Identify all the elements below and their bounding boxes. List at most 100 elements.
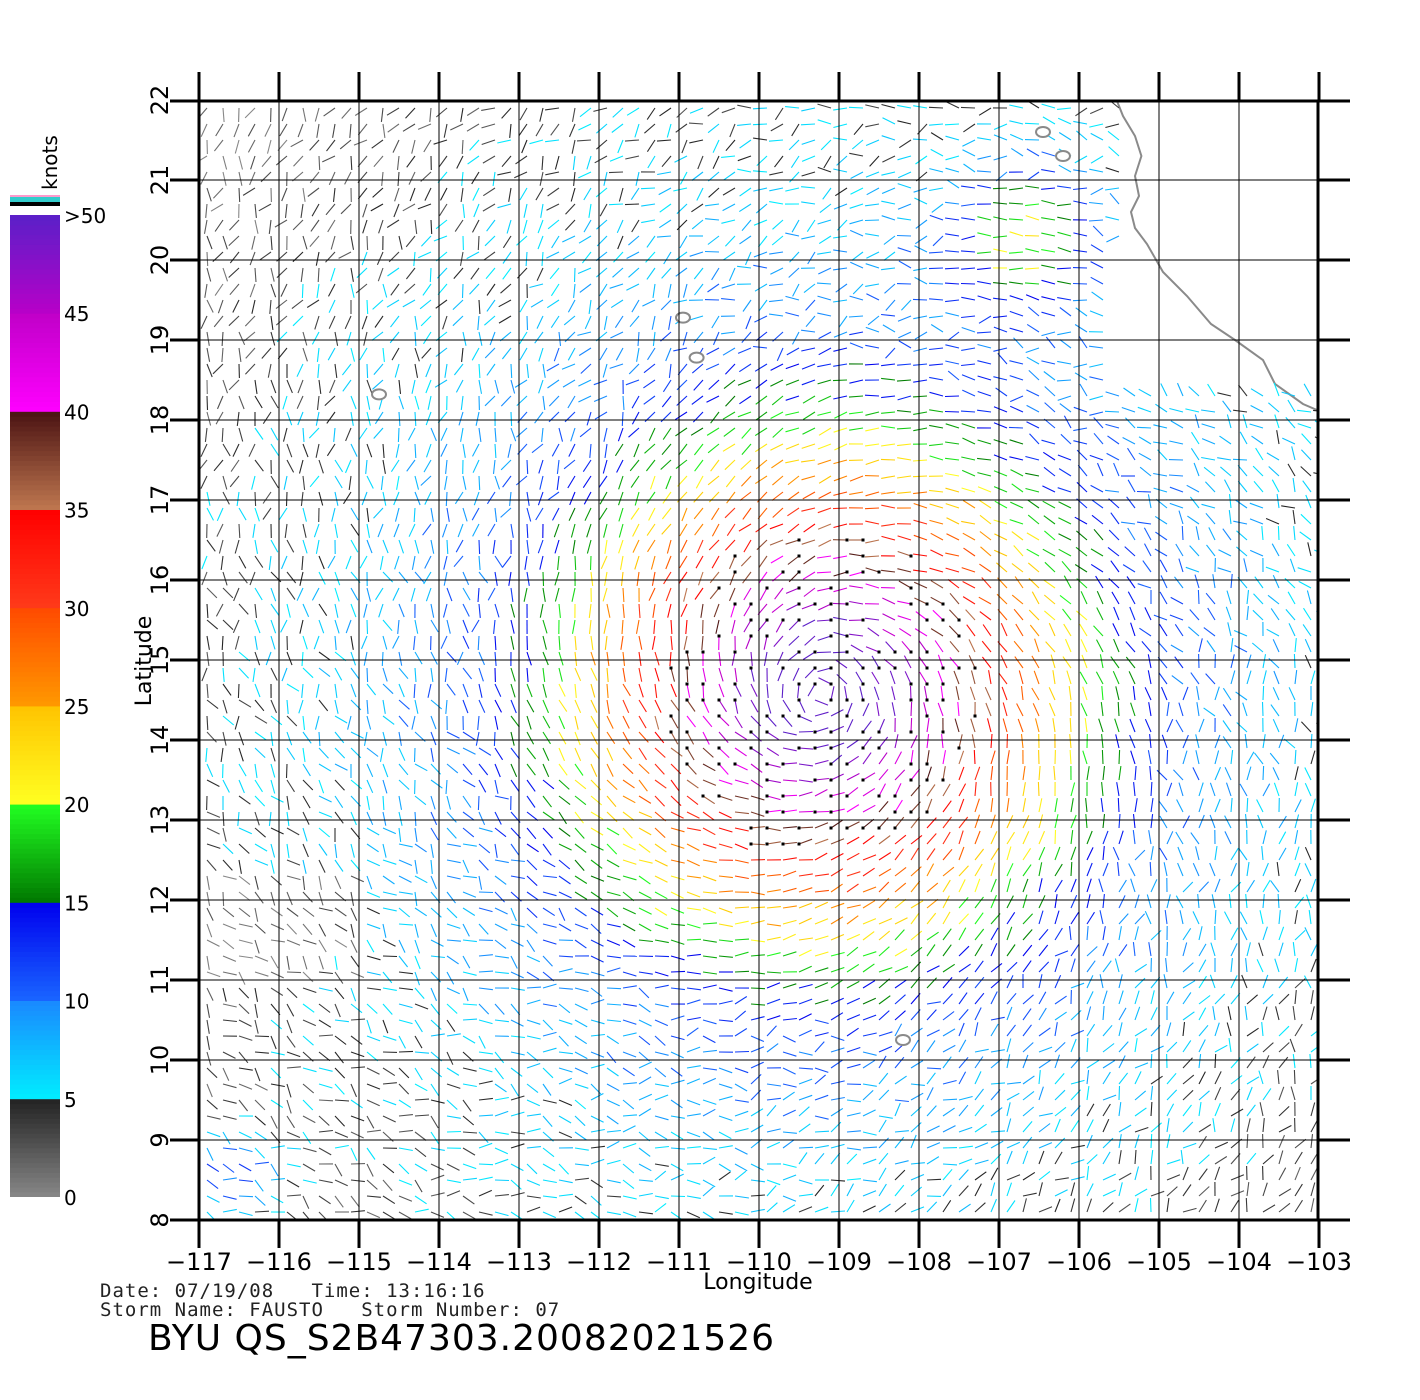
wind-vector	[670, 843, 685, 849]
wind-vector	[574, 1099, 587, 1110]
wind-vector	[430, 955, 445, 959]
wind-vector	[1102, 1202, 1114, 1213]
wind-vector	[622, 1114, 638, 1117]
wind-vector	[859, 686, 864, 701]
wind-vector	[206, 907, 214, 921]
wind-vector	[206, 187, 212, 202]
wind-vector	[1026, 148, 1040, 157]
wind-vector	[798, 1078, 813, 1085]
wind-vector	[222, 107, 225, 123]
wind-vector	[366, 811, 374, 826]
wind-vector	[366, 475, 374, 489]
wind-vector	[910, 880, 921, 893]
wind-vector	[763, 651, 768, 666]
wind-vector	[734, 996, 748, 1005]
wind-vector	[349, 123, 352, 138]
wind-vector	[776, 651, 784, 666]
wind-vector	[210, 203, 224, 212]
wind-vector	[846, 719, 854, 733]
wind-vector	[350, 1003, 363, 1014]
wind-vector	[881, 377, 896, 381]
rain-flag-marker	[781, 714, 785, 718]
wind-vector	[462, 587, 471, 601]
wind-vector	[1056, 379, 1072, 382]
wind-vector	[862, 1190, 877, 1197]
wind-vector	[334, 523, 339, 538]
wind-vector	[946, 517, 960, 525]
wind-vector	[776, 347, 784, 362]
wind-vector	[712, 139, 720, 153]
wind-vector	[558, 968, 573, 973]
wind-vector	[930, 580, 944, 589]
wind-vector	[781, 683, 784, 699]
wind-vector	[382, 1082, 397, 1085]
wind-vector	[1319, 481, 1328, 492]
wind-vector	[1118, 766, 1122, 781]
rain-flag-marker	[909, 698, 913, 702]
wind-vector	[654, 1115, 669, 1121]
wind-vector	[1289, 558, 1296, 573]
wind-vector	[1118, 990, 1124, 1005]
wind-vector	[932, 235, 944, 247]
wind-vector	[606, 1051, 617, 1064]
wind-vector	[222, 235, 228, 250]
wind-vector	[409, 187, 416, 202]
wind-vector	[816, 571, 832, 574]
wind-vector	[1304, 975, 1312, 989]
wind-vector	[494, 1179, 510, 1182]
wind-vector	[526, 923, 538, 934]
wind-vector	[833, 459, 848, 465]
wind-vector	[709, 571, 720, 584]
wind-vector	[350, 411, 354, 426]
wind-vector	[737, 168, 752, 173]
wind-vector	[510, 523, 514, 538]
wind-vector	[833, 249, 848, 253]
wind-vector	[492, 459, 496, 474]
wind-vector	[1153, 441, 1168, 445]
wind-vector	[588, 203, 592, 218]
wind-vector	[486, 299, 496, 312]
wind-vector	[222, 827, 227, 842]
wind-vector	[1294, 990, 1297, 1005]
wind-vector	[1228, 894, 1232, 909]
wind-vector	[535, 187, 544, 201]
wind-vector	[606, 1003, 622, 1006]
wind-vector	[654, 1145, 669, 1149]
wind-vector	[718, 731, 729, 743]
wind-vector	[574, 1195, 587, 1205]
wind-vector	[502, 267, 512, 280]
wind-vector	[750, 779, 764, 789]
wind-vector	[1343, 799, 1349, 812]
wind-vector	[567, 299, 576, 313]
wind-vector	[1115, 686, 1120, 701]
wind-vector	[249, 571, 256, 586]
wind-vector	[387, 267, 400, 277]
wind-vector	[693, 443, 704, 456]
wind-vector	[675, 251, 688, 261]
wind-vector	[552, 507, 560, 521]
wind-vector	[782, 1051, 797, 1057]
rain-flag-marker	[781, 810, 785, 814]
wind-vector	[477, 795, 480, 811]
wind-vector	[910, 1162, 925, 1165]
wind-vector	[1178, 558, 1184, 573]
wind-vector	[929, 424, 944, 429]
rain-flag-marker	[829, 682, 833, 686]
wind-vector	[1059, 403, 1072, 413]
wind-vector	[1198, 1154, 1210, 1165]
wind-vector	[526, 363, 530, 378]
wind-vector	[833, 299, 848, 303]
wind-vector	[849, 229, 864, 237]
wind-vector	[206, 987, 214, 1001]
wind-vector	[278, 507, 288, 521]
wind-vector	[1108, 146, 1120, 157]
wind-vector	[446, 1115, 461, 1119]
wind-vector	[718, 827, 733, 833]
wind-vector	[670, 811, 684, 819]
wind-vector	[1134, 765, 1137, 781]
wind-vector	[878, 1152, 889, 1165]
wind-vector	[1086, 1198, 1093, 1213]
wind-vector	[254, 763, 258, 778]
wind-vector	[542, 1115, 553, 1127]
wind-vector	[1251, 435, 1264, 445]
